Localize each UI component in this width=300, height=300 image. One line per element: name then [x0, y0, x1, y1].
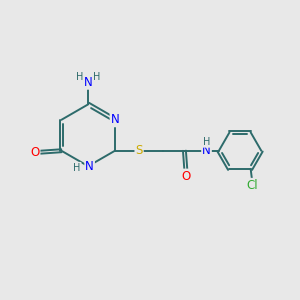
- Text: H: H: [203, 137, 210, 147]
- Text: H: H: [76, 72, 84, 82]
- Text: S: S: [135, 144, 143, 157]
- Text: N: N: [202, 144, 211, 157]
- Text: N: N: [84, 76, 92, 89]
- Text: H: H: [93, 72, 100, 82]
- Text: O: O: [30, 146, 40, 159]
- Text: Cl: Cl: [246, 179, 258, 192]
- Text: H: H: [73, 163, 81, 173]
- Text: N: N: [85, 160, 94, 173]
- Text: O: O: [181, 169, 190, 183]
- Text: N: N: [111, 113, 119, 126]
